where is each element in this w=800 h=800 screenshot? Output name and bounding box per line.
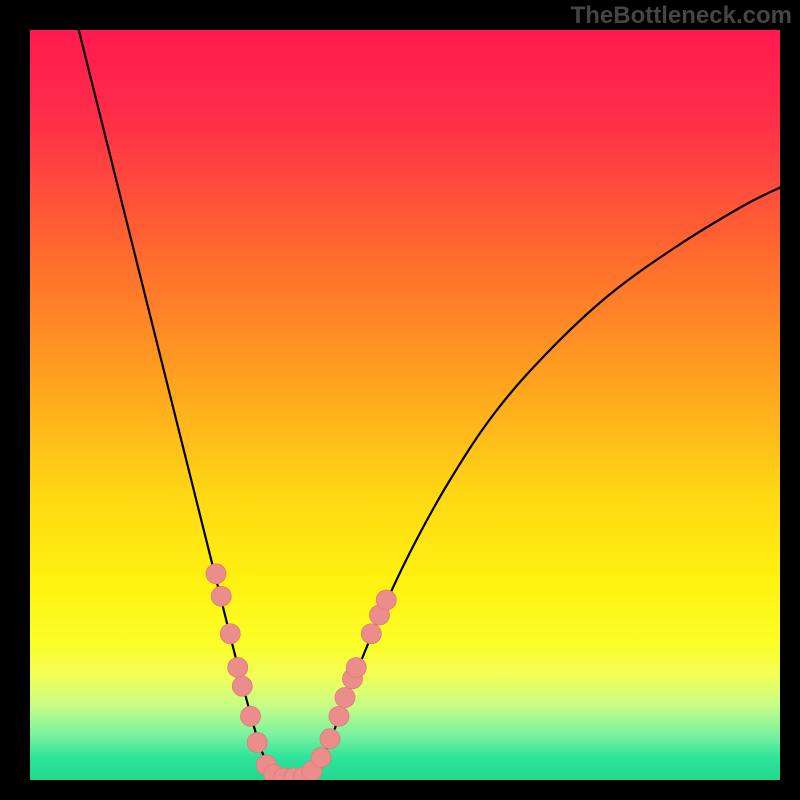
data-marker xyxy=(228,658,248,678)
data-marker xyxy=(361,624,381,644)
watermark-text: TheBottleneck.com xyxy=(571,2,792,30)
data-marker xyxy=(376,590,396,610)
chart-root: TheBottleneck.com xyxy=(0,0,800,800)
data-marker xyxy=(329,706,349,726)
data-marker xyxy=(320,729,340,749)
data-marker xyxy=(220,624,240,644)
data-marker xyxy=(247,733,267,753)
data-marker xyxy=(335,688,355,708)
data-marker xyxy=(241,706,261,726)
chart-svg xyxy=(30,30,780,780)
data-marker xyxy=(346,658,366,678)
gradient-background xyxy=(30,30,780,780)
plot-area xyxy=(30,30,780,780)
data-marker xyxy=(211,586,231,606)
data-marker xyxy=(311,748,331,768)
data-marker xyxy=(206,564,226,584)
data-marker xyxy=(232,676,252,696)
